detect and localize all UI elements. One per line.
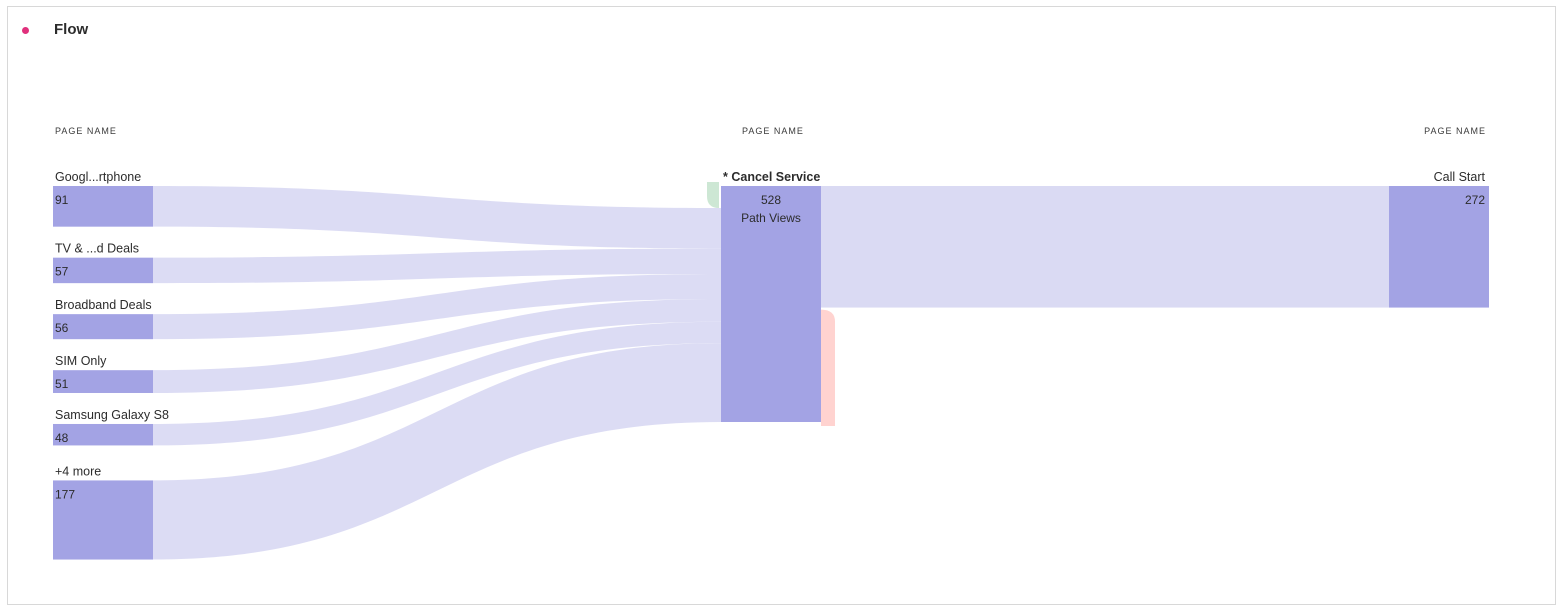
column-header-focus: PAGE NAME [742, 126, 804, 136]
flow-node-previous[interactable] [53, 370, 153, 393]
flow-link-in[interactable] [153, 273, 721, 340]
panel-title: Flow [54, 21, 89, 38]
flow-node-label: TV & ...d Deals [55, 242, 139, 256]
flow-node-value: 56 [55, 321, 69, 335]
flow-node-label: SIM Only [55, 354, 107, 368]
flow-node-value: 51 [55, 377, 69, 391]
flow-focus-label: * Cancel Service [723, 170, 820, 184]
flow-link-out[interactable] [821, 186, 1389, 308]
flow-focus-metric: Path Views [741, 211, 801, 225]
flow-node-value: 177 [55, 487, 75, 501]
flow-node-previous[interactable] [53, 423, 153, 446]
entry-marker [707, 182, 719, 208]
exit-marker [821, 309, 835, 426]
flow-node-previous[interactable] [53, 314, 153, 340]
flow-node-previous[interactable] [53, 480, 153, 560]
column-header-previous: PAGE NAME [55, 126, 117, 136]
flow-node-label: +4 more [55, 464, 101, 478]
flow-node-label: Samsung Galaxy S8 [55, 408, 169, 422]
flow-node-label: Googl...rtphone [55, 170, 141, 184]
panel-indicator-dot [22, 27, 29, 34]
flow-node-value: 91 [55, 193, 69, 207]
flow-node-next[interactable] [1389, 186, 1489, 308]
flow-focus-value: 528 [761, 193, 781, 207]
column-header-next: PAGE NAME [1424, 126, 1486, 136]
flow-node-value: 48 [55, 431, 69, 445]
flow-link-in[interactable] [153, 343, 721, 560]
flow-node-previous[interactable] [53, 186, 153, 227]
flow-node-label: Call Start [1434, 170, 1486, 184]
flow-link-in[interactable] [153, 248, 721, 284]
flow-node-value: 272 [1465, 193, 1485, 207]
flow-node-value: 57 [55, 265, 69, 279]
flow-node-previous[interactable] [53, 257, 153, 284]
flow-node-focus[interactable] [721, 186, 821, 422]
flow-link-in[interactable] [153, 186, 721, 249]
flow-link-in[interactable] [153, 321, 721, 446]
flow-link-in[interactable] [153, 298, 721, 393]
flow-node-label: Broadband Deals [55, 298, 152, 312]
panel-header: Flow [8, 7, 1555, 55]
